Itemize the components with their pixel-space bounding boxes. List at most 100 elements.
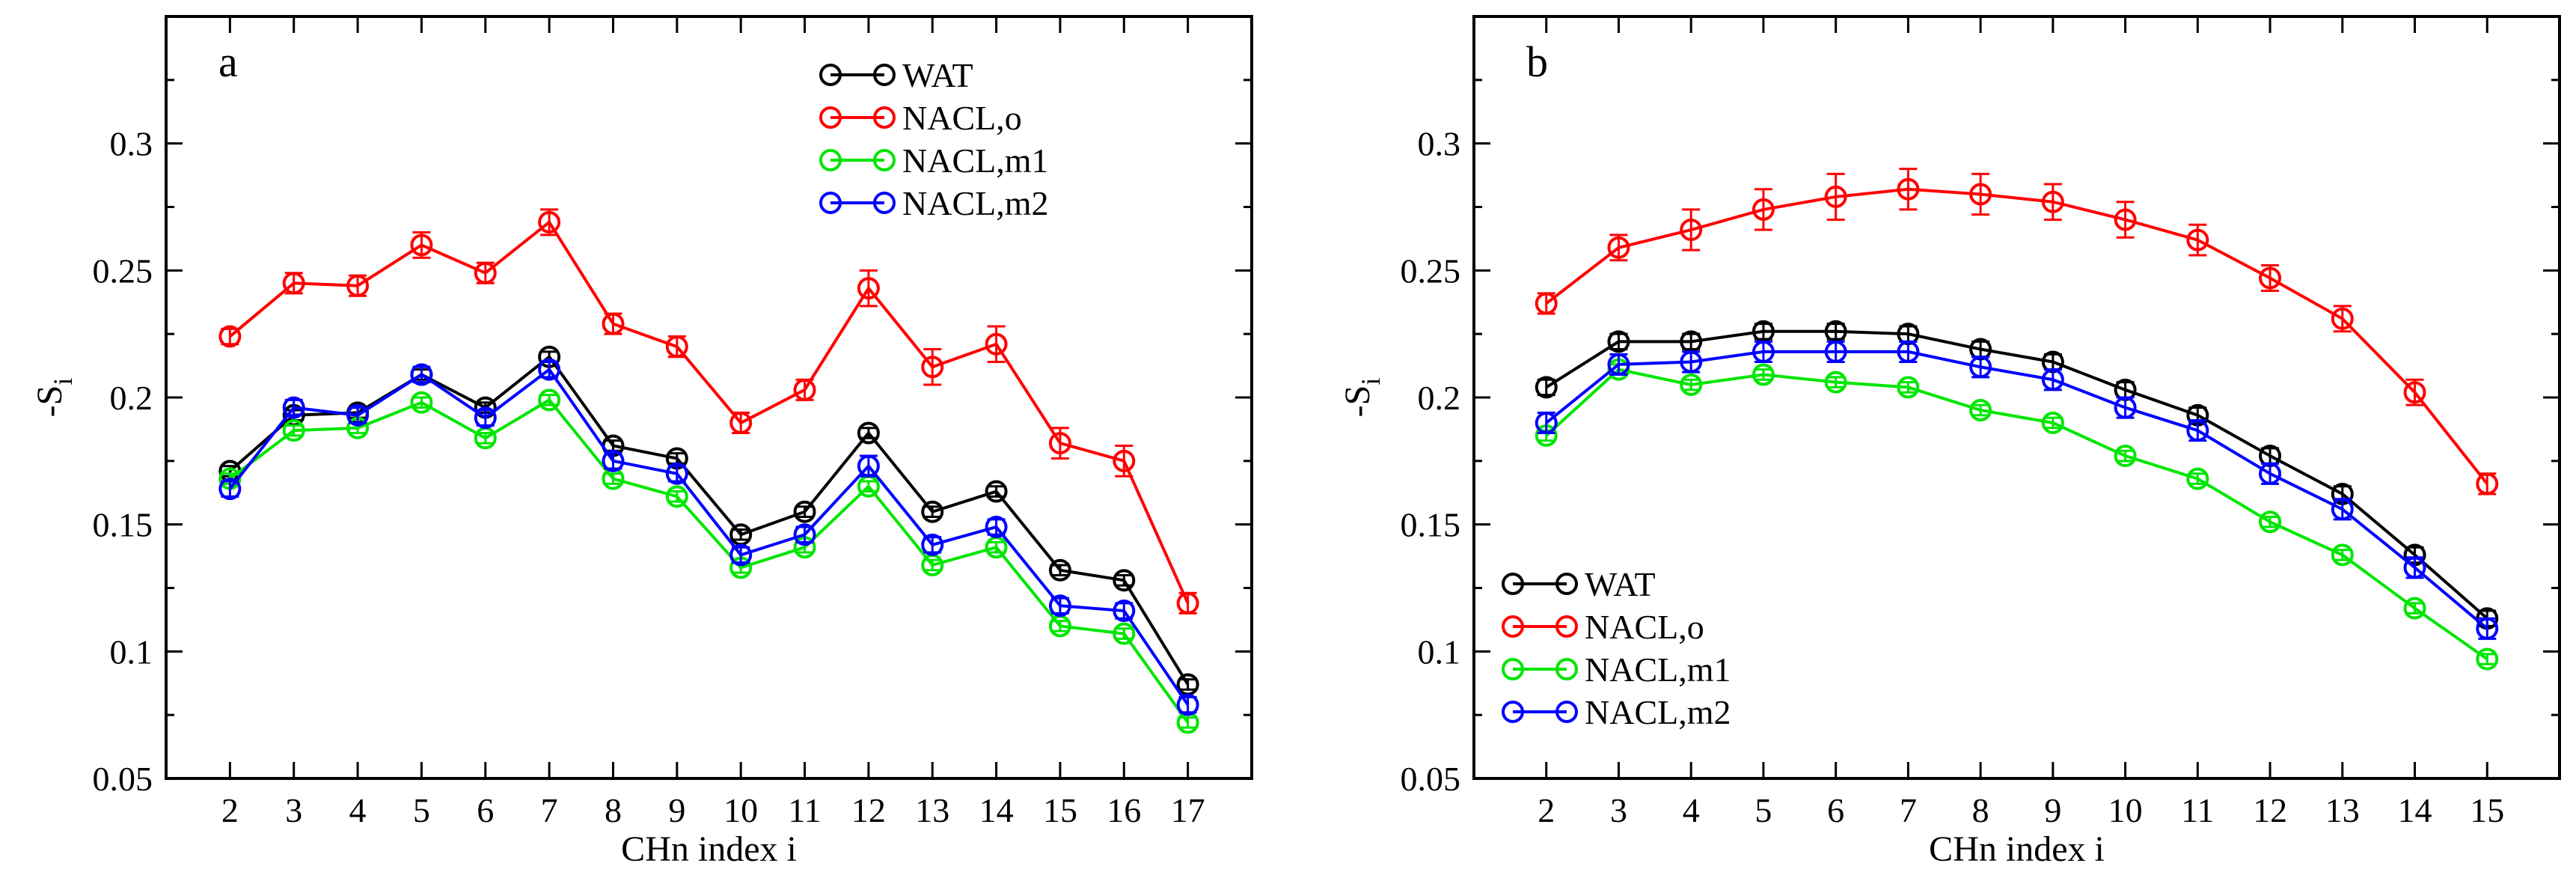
legend-marker [819, 192, 842, 214]
data-point [1897, 177, 1920, 201]
data-point [1535, 411, 1558, 434]
series-line [1545, 368, 2488, 661]
data-point [410, 391, 433, 414]
y-tick-label: 0.25 [1401, 252, 1461, 290]
legend: WAT NACL,o NACL,m1 NACL,m2 [1502, 565, 1731, 731]
data-point [1752, 340, 1775, 363]
data-point [2331, 543, 2354, 567]
series-line [1545, 329, 2488, 620]
series-nacl-o [218, 208, 1199, 615]
data-point [1176, 591, 1199, 615]
data-point [1680, 350, 1703, 374]
series-line [229, 219, 1190, 604]
data-point [346, 403, 370, 427]
data-point [1048, 558, 1071, 582]
x-tick-label: 9 [668, 791, 685, 829]
data-point [538, 358, 561, 381]
data-point [1680, 374, 1703, 397]
data-point [346, 274, 370, 297]
x-tick-label: 4 [349, 791, 367, 829]
legend-label: NACL,o [902, 99, 1022, 137]
data-point [2114, 208, 2137, 231]
data-point [538, 388, 561, 412]
data-point [2041, 368, 2064, 391]
data-point [1535, 376, 1558, 399]
x-tick-label: 7 [541, 791, 558, 829]
y-axis-label: -Si [30, 378, 78, 418]
x-tick-label: 12 [851, 791, 886, 829]
series-wat [1535, 320, 2499, 630]
y-axis-label: -Si [1338, 378, 1386, 418]
y-axis-label-main: -S [30, 385, 70, 418]
data-point [2114, 396, 2137, 419]
x-tick-label: 6 [477, 791, 494, 829]
data-point [857, 277, 880, 300]
data-point [985, 332, 1008, 356]
x-tick-label: 11 [788, 791, 821, 829]
legend-marker [1502, 615, 1524, 638]
data-point [985, 516, 1008, 539]
x-tick-label: 6 [1827, 791, 1844, 829]
data-point [2041, 411, 2064, 434]
data-point [1113, 622, 1136, 645]
data-point [857, 454, 880, 478]
x-tick-label: 2 [221, 791, 239, 829]
data-point [1113, 569, 1136, 592]
data-point [410, 234, 433, 257]
x-tick-label: 16 [1107, 791, 1141, 829]
series-nacl-m1 [218, 388, 1199, 734]
data-point [1897, 340, 1920, 363]
data-point [1535, 292, 1558, 315]
legend-marker [1502, 658, 1524, 680]
data-point [665, 485, 688, 508]
x-tick-label: 10 [2108, 791, 2143, 829]
x-axis-label: CHn index i [621, 829, 797, 869]
x-tick-label: 8 [605, 791, 622, 829]
panel-letter: a [218, 37, 238, 86]
y-tick-label: 0.05 [1401, 760, 1461, 798]
legend-marker [1555, 701, 1578, 723]
data-point [921, 500, 944, 523]
data-point [793, 523, 816, 546]
data-point [665, 335, 688, 359]
series-line [1545, 350, 2488, 630]
legend-marker [1502, 573, 1524, 595]
data-point [2186, 467, 2209, 490]
x-tick-label: 10 [723, 791, 758, 829]
data-point [985, 480, 1008, 503]
x-tick-label: 13 [915, 791, 949, 829]
data-point [1752, 363, 1775, 386]
data-point [2331, 307, 2354, 330]
legend-marker [873, 64, 896, 86]
x-tick-label: 14 [2398, 791, 2432, 829]
y-tick-label: 0.25 [93, 252, 153, 290]
x-tick-label: 11 [2181, 791, 2214, 829]
y-tick-label: 0.15 [93, 506, 153, 544]
data-point [282, 419, 305, 442]
series-nacl-o [1535, 168, 2499, 496]
data-point [2186, 228, 2209, 252]
x-tick-label: 3 [285, 791, 302, 829]
y-tick-label: 0.2 [110, 379, 153, 417]
data-point [2114, 445, 2137, 468]
data-point [729, 411, 753, 434]
data-point [2476, 647, 2499, 671]
data-point [1824, 340, 1847, 363]
x-tick-label: 5 [1754, 791, 1772, 829]
panel-a: 0.05 0.1 0.15 0.2 0.25 0.3 2 3 4 5 6 7 8 9 10 11 12 13 14 1… [30, 15, 1253, 869]
series-line [228, 367, 1190, 706]
legend-marker [873, 149, 896, 171]
x-tick-label: 14 [979, 791, 1014, 829]
data-point [474, 406, 497, 430]
data-point [410, 363, 433, 386]
series-nacl-m1 [1535, 358, 2499, 671]
legend-label: WAT [902, 56, 973, 94]
data-point [729, 543, 753, 567]
data-point [1897, 376, 1920, 399]
legend: WAT NACL,o NACL,m1 NACL,m2 [819, 56, 1049, 222]
y-tick-label: 0.3 [110, 125, 153, 163]
data-point [1113, 600, 1136, 623]
series-line [229, 397, 1190, 724]
legend-label: NACL,m2 [902, 184, 1049, 222]
